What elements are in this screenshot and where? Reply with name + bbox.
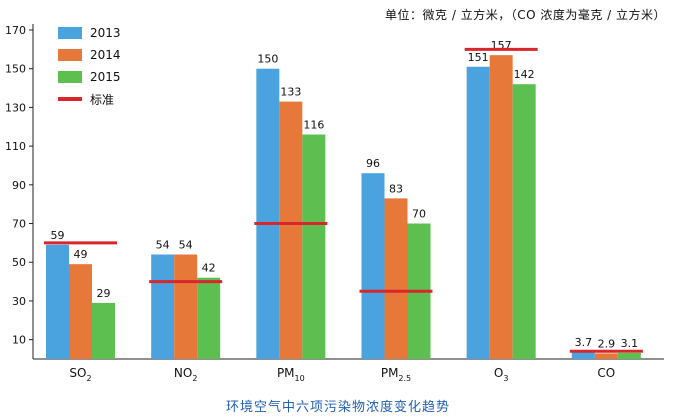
y-tick-label: 10 xyxy=(12,334,26,347)
bar-value-label: 133 xyxy=(280,86,301,99)
bar-value-label: 150 xyxy=(257,53,278,66)
y-tick-label: 30 xyxy=(12,295,26,308)
bar-2014 xyxy=(489,55,513,360)
y-tick-label: 70 xyxy=(12,218,26,231)
bar-2013 xyxy=(361,173,385,359)
bar-value-label: 96 xyxy=(366,157,380,170)
bar-value-label: 3.1 xyxy=(621,337,639,350)
legend-item-2014: 2014 xyxy=(58,44,121,66)
x-tick-label: NO2 xyxy=(174,366,198,383)
x-tick-label: PM10 xyxy=(277,366,305,383)
legend-swatch-standard xyxy=(58,97,82,101)
x-tick-label: PM2.5 xyxy=(381,366,411,383)
bar-2013 xyxy=(571,351,595,359)
bar-2013 xyxy=(46,244,69,359)
bar-2015 xyxy=(512,84,536,359)
y-tick-label: 90 xyxy=(12,179,26,192)
legend-swatch-2013 xyxy=(58,27,82,39)
bar-value-label: 3.7 xyxy=(575,336,593,349)
bar-2014 xyxy=(384,198,408,359)
legend-swatch-2015 xyxy=(58,71,82,83)
bar-value-label: 49 xyxy=(74,248,88,261)
bar-value-label: 142 xyxy=(514,68,535,81)
y-tick-label: 50 xyxy=(12,256,26,269)
bar-value-label: 59 xyxy=(51,229,65,242)
bar-value-label: 151 xyxy=(468,51,489,64)
unit-note: 单位：微克 / 立方米，（CO 浓度为毫克 / 立方米） xyxy=(385,8,666,22)
bar-value-label: 42 xyxy=(202,262,216,275)
bar-2013 xyxy=(466,66,490,359)
bar-value-label: 2.9 xyxy=(598,337,616,350)
x-tick-label: O3 xyxy=(494,366,509,383)
bar-value-label: 116 xyxy=(303,119,324,132)
x-tick-label: CO xyxy=(597,366,615,380)
x-tick-label: SO2 xyxy=(69,366,91,383)
legend: 2013 2014 2015 标准 xyxy=(58,22,121,110)
legend-item-2015: 2015 xyxy=(58,66,121,88)
bar-2015 xyxy=(92,302,115,359)
legend-swatch-2014 xyxy=(58,49,82,61)
bar-value-label: 83 xyxy=(389,182,403,195)
chart-caption: 环境空气中六项污染物浓度变化趋势 xyxy=(225,400,450,415)
y-tick-label: 150 xyxy=(5,63,26,76)
bar-2015 xyxy=(617,353,641,359)
legend-item-2013: 2013 xyxy=(58,22,121,44)
y-tick-label: 170 xyxy=(5,24,26,37)
legend-item-standard: 标准 xyxy=(58,88,121,110)
bar-value-label: 70 xyxy=(412,208,426,221)
legend-label-standard: 标准 xyxy=(90,92,115,107)
bar-value-label: 29 xyxy=(97,287,111,300)
bar-2013 xyxy=(151,254,175,359)
bar-2015 xyxy=(197,277,221,359)
y-tick-label: 110 xyxy=(5,140,26,153)
legend-label-2015: 2015 xyxy=(90,70,121,84)
bar-2014 xyxy=(69,264,92,359)
y-tick-label: 130 xyxy=(5,101,26,114)
bar-2014 xyxy=(594,353,618,359)
bar-2014 xyxy=(174,254,198,359)
bar-value-label: 54 xyxy=(156,238,170,251)
bar-value-label: 54 xyxy=(179,238,193,251)
legend-label-2014: 2014 xyxy=(90,48,121,62)
bar-2015 xyxy=(302,134,326,359)
bar-2013 xyxy=(256,68,280,360)
legend-label-2013: 2013 xyxy=(90,26,121,40)
bar-2014 xyxy=(279,101,303,359)
